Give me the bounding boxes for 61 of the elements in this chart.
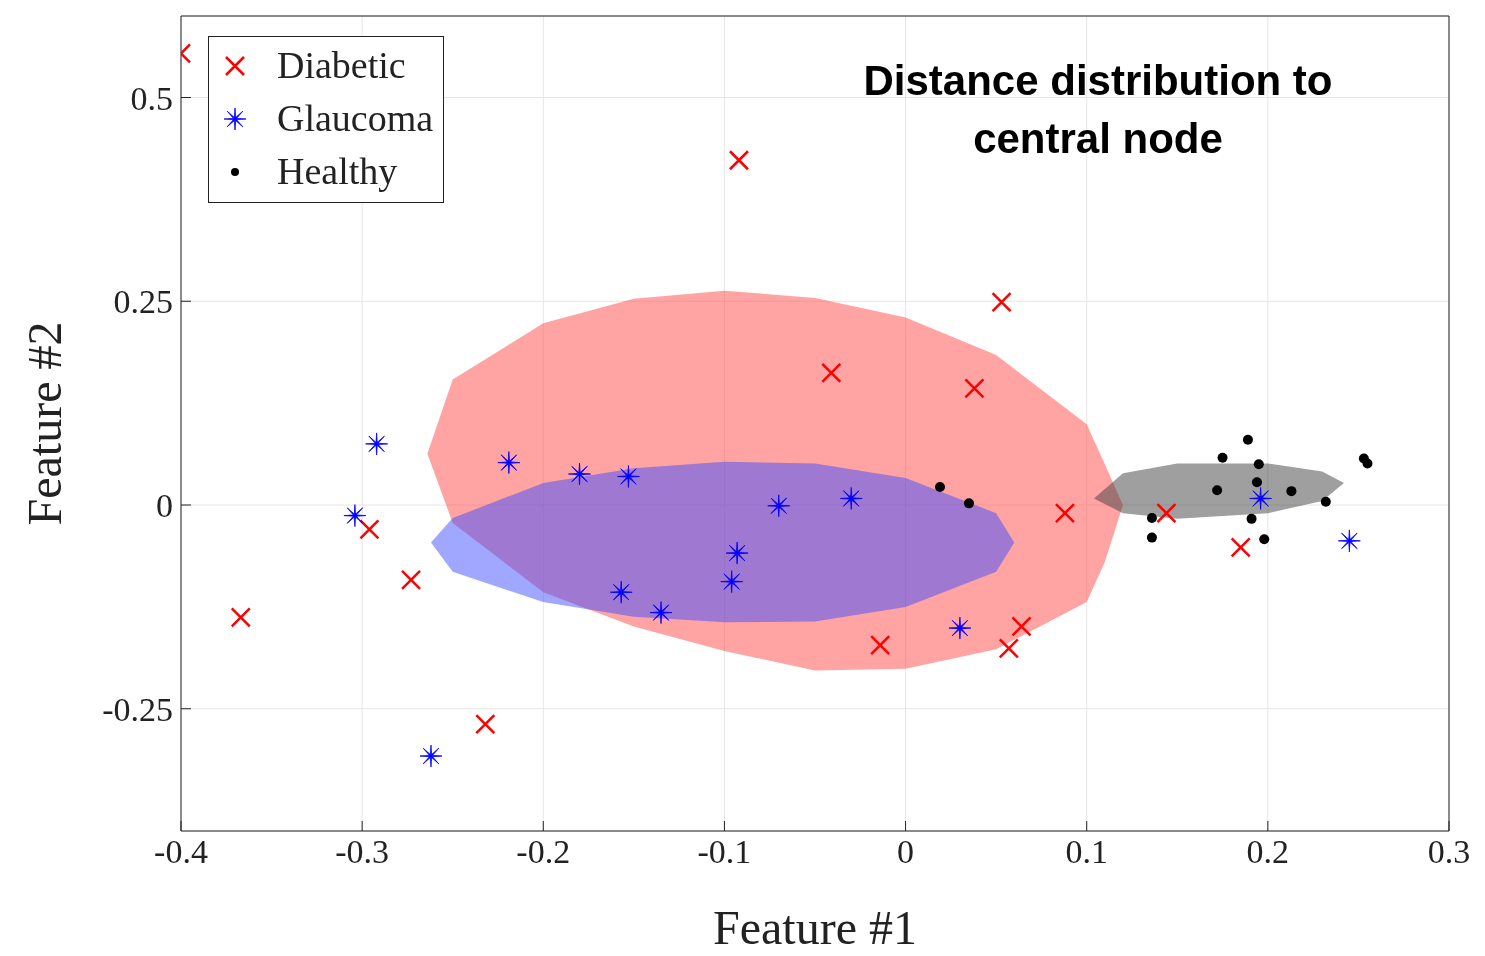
point — [617, 465, 640, 488]
point — [1242, 434, 1253, 445]
point — [1337, 529, 1361, 553]
point — [1054, 502, 1076, 524]
point — [1156, 502, 1177, 524]
y-axis-title: Feature #2 — [18, 321, 72, 526]
point — [230, 607, 252, 628]
x-tick-label: 0.1 — [1065, 833, 1108, 871]
x-tick-label: -0.1 — [697, 833, 752, 871]
point — [728, 150, 750, 171]
point — [963, 498, 974, 509]
y-tick-label: 0.5 — [130, 79, 173, 117]
point — [365, 432, 389, 456]
point — [1146, 532, 1157, 543]
point — [767, 494, 791, 518]
point — [720, 570, 744, 594]
point — [1011, 616, 1032, 637]
point — [400, 569, 422, 591]
point — [991, 291, 1012, 313]
point — [1230, 537, 1251, 558]
x-tick-label: 0.3 — [1427, 833, 1471, 871]
point — [359, 519, 380, 540]
point — [1212, 485, 1223, 496]
point — [497, 451, 521, 475]
point — [964, 378, 985, 399]
point — [1146, 513, 1157, 524]
point — [609, 580, 633, 604]
point — [839, 487, 863, 510]
point — [948, 616, 972, 640]
x-axis-title: Feature #1 — [713, 901, 917, 954]
point — [1251, 477, 1262, 488]
point — [998, 638, 1020, 659]
point — [1249, 487, 1273, 510]
legend-label: Healthy — [277, 149, 398, 194]
y-tick-label: 0 — [156, 487, 173, 525]
y-tick-label: 0.25 — [113, 283, 173, 321]
point — [419, 744, 443, 768]
point — [568, 462, 591, 486]
x-tick-label: -0.3 — [335, 833, 390, 871]
point — [821, 362, 842, 384]
y-tick-label: -0.25 — [102, 690, 173, 728]
text: Distance distribution to central node — [862, 56, 1334, 164]
point — [1320, 496, 1331, 507]
point — [1217, 452, 1228, 463]
x-tick-label: 0.2 — [1246, 833, 1290, 871]
point — [343, 504, 367, 527]
point — [475, 713, 496, 735]
point — [1362, 458, 1373, 469]
legend-label: Diabetic — [277, 43, 406, 88]
point — [934, 482, 945, 493]
point — [649, 601, 673, 624]
point — [869, 634, 891, 656]
x-tick-label: 0 — [897, 833, 915, 871]
x-tick-label: -0.4 — [154, 833, 208, 871]
point — [1286, 486, 1297, 497]
x-tick-label: -0.2 — [516, 833, 571, 871]
point — [1253, 459, 1264, 470]
point — [1246, 513, 1257, 524]
point — [725, 541, 749, 565]
legend-label: Glaucoma — [277, 96, 434, 141]
point — [1259, 534, 1270, 545]
